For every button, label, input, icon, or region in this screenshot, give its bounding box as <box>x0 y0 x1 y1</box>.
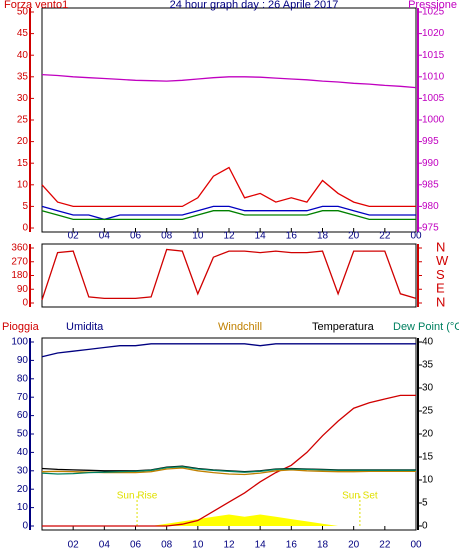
y-tick-label: 90 <box>17 355 29 366</box>
x-tick-label: 22 <box>379 231 391 242</box>
y2-tick-label: 30 <box>422 383 434 394</box>
y-tick-label: 20 <box>17 136 29 147</box>
x-tick-label: 10 <box>192 231 204 242</box>
y2-tick-label: N <box>436 239 445 254</box>
y-tick-label: 0 <box>22 298 28 309</box>
y2-tick-label: N <box>436 294 445 309</box>
y-tick-label: 0 <box>22 521 28 532</box>
y-tick-label: 60 <box>17 410 29 421</box>
y-tick-label: 80 <box>17 373 29 384</box>
legend-label: Temperatura <box>312 321 375 333</box>
x-tick-label: 06 <box>130 231 142 242</box>
y2-tick-label: 40 <box>422 337 434 348</box>
y-tick-label: 10 <box>17 502 29 513</box>
x-tick-label: 14 <box>255 231 267 242</box>
plot-frame <box>41 243 417 308</box>
y-tick-label: 270 <box>11 256 28 267</box>
x-tick-label: 06 <box>130 540 142 551</box>
series-line <box>41 210 416 221</box>
x-tick-label: 20 <box>348 540 360 551</box>
y2-tick-label: 1010 <box>422 71 445 82</box>
y-tick-label: 10 <box>17 179 29 190</box>
y-tick-label: 70 <box>17 392 29 403</box>
x-tick-label: 16 <box>286 231 298 242</box>
y-tick-label: 45 <box>17 28 29 39</box>
y2-tick-label: 980 <box>422 201 439 212</box>
area <box>42 514 416 526</box>
y2-tick-label: 985 <box>422 179 439 190</box>
y-tick-label: 100 <box>11 337 28 348</box>
y2-tick-label: E <box>436 281 445 296</box>
x-tick-label: 10 <box>192 540 204 551</box>
legend-label: Windchill <box>218 321 262 333</box>
y-tick-label: 25 <box>17 115 29 126</box>
x-tick-label: 08 <box>161 540 173 551</box>
y2-tick-label: 10 <box>422 475 434 486</box>
x-tick-label: 14 <box>255 540 267 551</box>
y2-tick-label: 1015 <box>422 50 445 61</box>
y-tick-label: 30 <box>17 93 29 104</box>
y-tick-label: 20 <box>17 484 29 495</box>
y-tick-label: 0 <box>22 223 28 234</box>
series-line <box>41 343 416 358</box>
y2-tick-label: S <box>436 267 445 282</box>
y2-tick-label: 15 <box>422 452 434 463</box>
y2-tick-label: 1005 <box>422 93 445 104</box>
x-tick-label: 16 <box>286 540 298 551</box>
chart-title: 24 hour graph day : 26 Aprile 2017 <box>170 0 339 11</box>
x-tick-label: 02 <box>68 231 80 242</box>
y-tick-label: 35 <box>17 71 29 82</box>
series-line <box>41 73 417 89</box>
annotation: Sun Rise <box>117 491 158 502</box>
y2-tick-label: W <box>436 253 449 268</box>
y-tick-label: 50 <box>17 7 29 18</box>
y-tick-label: 40 <box>17 50 29 61</box>
x-tick-label: 04 <box>99 540 111 551</box>
y2-tick-label: 1020 <box>422 28 445 39</box>
y2-tick-label: 1000 <box>422 115 445 126</box>
y2-tick-label: 990 <box>422 158 439 169</box>
x-tick-label: 18 <box>317 231 329 242</box>
y-tick-label: 15 <box>17 158 29 169</box>
x-tick-label: 00 <box>410 540 422 551</box>
x-tick-label: 00 <box>410 231 422 242</box>
y-label: Forza vento1 <box>4 0 68 11</box>
plot-frame <box>41 337 417 531</box>
y2-label: Pressione <box>408 0 457 11</box>
legend-label: Pioggia <box>2 321 40 333</box>
y-tick-label: 180 <box>11 270 28 281</box>
y2-tick-label: 1025 <box>422 7 445 18</box>
y2-tick-label: 975 <box>422 223 439 234</box>
y2-tick-label: 995 <box>422 136 439 147</box>
y-tick-label: 5 <box>22 201 28 212</box>
y-tick-label: 40 <box>17 447 29 458</box>
y-tick-label: 50 <box>17 429 29 440</box>
y2-tick-label: 20 <box>422 429 434 440</box>
x-tick-label: 20 <box>348 231 360 242</box>
x-tick-label: 12 <box>223 231 235 242</box>
series-line <box>41 248 417 301</box>
y2-tick-label: 25 <box>422 406 434 417</box>
series-line <box>41 466 416 475</box>
y2-tick-label: 0 <box>422 521 428 532</box>
annotation: Sun Set <box>342 491 378 502</box>
plot-frame <box>41 7 417 233</box>
legend-label: Dew Point (°C <box>393 321 459 333</box>
x-tick-label: 12 <box>223 540 235 551</box>
x-tick-label: 22 <box>379 540 391 551</box>
y-tick-label: 90 <box>17 284 29 295</box>
legend-label: Umidita <box>66 321 104 333</box>
series-line <box>41 166 416 208</box>
series-line <box>42 394 416 527</box>
x-tick-label: 02 <box>68 540 80 551</box>
x-tick-label: 04 <box>99 231 111 242</box>
y2-tick-label: 5 <box>422 498 428 509</box>
y-tick-label: 360 <box>11 243 28 254</box>
y2-tick-label: 35 <box>422 360 434 371</box>
x-tick-label: 08 <box>161 231 173 242</box>
y-tick-label: 30 <box>17 465 29 476</box>
x-tick-label: 18 <box>317 540 329 551</box>
